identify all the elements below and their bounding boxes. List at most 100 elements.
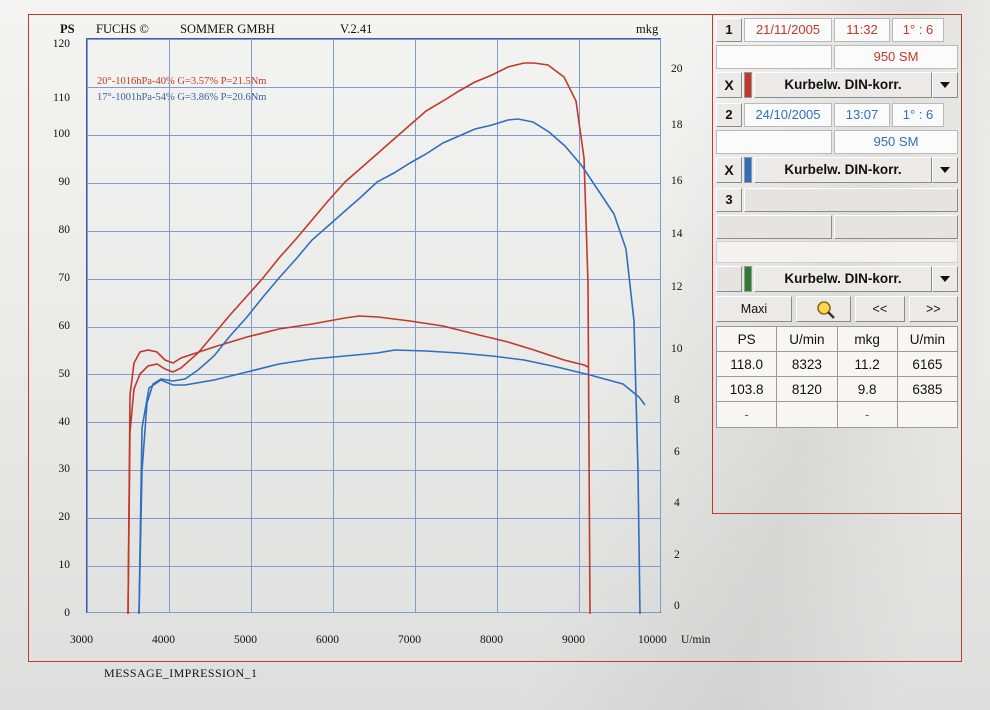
curve-run1-torque bbox=[127, 315, 589, 615]
table-row: 103.8 8120 9.8 6385 bbox=[717, 377, 957, 402]
brand-right: SOMMER GMBH bbox=[180, 22, 275, 36]
run3-mode-combo[interactable]: Kurbelw. DIN-korr. bbox=[716, 266, 958, 292]
results-table: PS U/min mkg U/min 118.0 8323 11.2 6165 … bbox=[716, 326, 958, 428]
annotation-run1: 20°-1016hPa-40% G=3.57% P=21.5Nm bbox=[97, 76, 267, 87]
x-tick-5000: 5000 bbox=[234, 634, 257, 646]
y-right-tick-8: 8 bbox=[674, 394, 680, 406]
zoom-button[interactable] bbox=[796, 296, 852, 322]
run1-mode-combo[interactable]: X Kurbelw. DIN-korr. bbox=[716, 72, 958, 98]
run2-mode-dropdown-arrow[interactable] bbox=[932, 157, 958, 183]
chart-caption: MESSAGE_IMPRESSION_1 bbox=[104, 666, 258, 680]
run1-mode-label[interactable]: Kurbelw. DIN-korr. bbox=[754, 72, 932, 98]
x-tick-9000: 9000 bbox=[562, 634, 585, 646]
run3-name-row bbox=[716, 215, 958, 239]
run3-mode-dropdown-arrow[interactable] bbox=[932, 266, 958, 292]
run2-time[interactable]: 13:07 bbox=[834, 103, 890, 127]
y-right-tick-10: 10 bbox=[671, 343, 683, 355]
y-axis-left-unit: PS bbox=[60, 22, 75, 36]
results-run2-mkg: 9.8 bbox=[837, 377, 898, 402]
run1-mode-dropdown-arrow[interactable] bbox=[932, 72, 958, 98]
run1-index[interactable]: 1 bbox=[716, 18, 742, 42]
y-left-tick-20: 20 bbox=[58, 511, 71, 523]
results-run1-ps-rpm: 8323 bbox=[777, 352, 838, 377]
y-left-tick-100: 100 bbox=[52, 128, 70, 140]
y-left-tick-40: 40 bbox=[58, 416, 71, 428]
y-right-tick-16: 16 bbox=[671, 175, 683, 187]
chevron-down-icon bbox=[940, 82, 950, 88]
run3-blank-field[interactable] bbox=[716, 215, 832, 239]
run1-color-swatch bbox=[744, 72, 752, 98]
run3-color-swatch bbox=[744, 266, 752, 292]
y-left-tick-120: 120 bbox=[52, 38, 70, 50]
results-header-mkg-rpm: U/min bbox=[897, 327, 957, 352]
dyno-chart-plot-area bbox=[86, 38, 661, 615]
run1-close-button[interactable]: X bbox=[716, 72, 742, 98]
x-tick-6000: 6000 bbox=[316, 634, 339, 646]
results-header-ps: PS bbox=[717, 327, 778, 352]
results-header-mkg: mkg bbox=[837, 327, 898, 352]
annotation-run2: 17°-1001hPa-54% G=3.86% P=20.6Nm bbox=[97, 92, 267, 103]
results-run3-ps-rpm bbox=[777, 402, 838, 427]
results-header-ps-rpm: U/min bbox=[777, 327, 838, 352]
run3-close-button[interactable] bbox=[716, 266, 742, 292]
run1-name[interactable]: 950 SM bbox=[834, 45, 958, 69]
results-run1-ps: 118.0 bbox=[717, 352, 778, 377]
run1-temp[interactable]: 1° : 6 bbox=[892, 18, 944, 42]
results-run1-mkg-rpm: 6165 bbox=[897, 352, 957, 377]
run2-close-button[interactable]: X bbox=[716, 157, 742, 183]
next-button[interactable]: >> bbox=[908, 296, 958, 322]
measurement-panel: 1 21/11/2005 11:32 1° : 6 950 SM X Kurbe… bbox=[712, 14, 962, 514]
run1-name-row: 950 SM bbox=[716, 45, 958, 69]
run2-mode-label[interactable]: Kurbelw. DIN-korr. bbox=[754, 157, 932, 183]
run2-blank-field[interactable] bbox=[716, 130, 832, 154]
prev-button[interactable]: << bbox=[855, 296, 905, 322]
results-run2-mkg-rpm: 6385 bbox=[897, 377, 957, 402]
brand-left: FUCHS © bbox=[96, 22, 149, 36]
y-right-tick-12: 12 bbox=[671, 281, 683, 293]
run2-index[interactable]: 2 bbox=[716, 103, 742, 127]
run1-time[interactable]: 11:32 bbox=[834, 18, 890, 42]
y-left-tick-90: 90 bbox=[58, 176, 71, 188]
run2-mode-combo[interactable]: X Kurbelw. DIN-korr. bbox=[716, 157, 958, 183]
results-run2-ps: 103.8 bbox=[717, 377, 778, 402]
run2-name[interactable]: 950 SM bbox=[834, 130, 958, 154]
run1-header-row: 1 21/11/2005 11:32 1° : 6 bbox=[716, 18, 958, 42]
y-right-tick-20: 20 bbox=[671, 63, 683, 75]
software-version: V.2.41 bbox=[340, 22, 373, 36]
run3-mode-label[interactable]: Kurbelw. DIN-korr. bbox=[754, 266, 932, 292]
x-tick-10000: 10000 bbox=[638, 634, 667, 646]
run1-blank-field[interactable] bbox=[716, 45, 832, 69]
run2-date[interactable]: 24/10/2005 bbox=[744, 103, 832, 127]
results-run2-ps-rpm: 8120 bbox=[777, 377, 838, 402]
maxi-button[interactable]: Maxi bbox=[716, 296, 792, 322]
magnifier-icon bbox=[817, 301, 835, 319]
run2-temp[interactable]: 1° : 6 bbox=[892, 103, 944, 127]
run3-date[interactable] bbox=[744, 188, 958, 212]
y-left-tick-70: 70 bbox=[58, 272, 71, 284]
y-left-tick-80: 80 bbox=[58, 224, 71, 236]
curve-run1-power bbox=[127, 62, 591, 615]
y-right-tick-18: 18 bbox=[671, 119, 683, 131]
y-left-tick-0: 0 bbox=[64, 607, 70, 619]
y-axis-right-unit: mkg bbox=[636, 22, 659, 36]
run1-date[interactable]: 21/11/2005 bbox=[744, 18, 832, 42]
results-run1-mkg: 11.2 bbox=[837, 352, 898, 377]
y-right-tick-6: 6 bbox=[674, 446, 680, 458]
y-right-tick-4: 4 bbox=[674, 497, 680, 509]
y-left-tick-110: 110 bbox=[53, 92, 70, 104]
x-tick-8000: 8000 bbox=[480, 634, 503, 646]
y-left-tick-10: 10 bbox=[58, 559, 71, 571]
run2-name-row: 950 SM bbox=[716, 130, 958, 154]
curve-run2-torque bbox=[138, 349, 646, 615]
chevron-down-icon bbox=[940, 276, 950, 282]
run3-index[interactable]: 3 bbox=[716, 188, 742, 212]
results-header-row: PS U/min mkg U/min bbox=[717, 327, 957, 352]
chevron-down-icon bbox=[940, 167, 950, 173]
run3-name[interactable] bbox=[834, 215, 958, 239]
run2-color-swatch bbox=[744, 157, 752, 183]
x-tick-3000: 3000 bbox=[70, 634, 93, 646]
curve-run2-power bbox=[138, 118, 641, 615]
y-left-tick-30: 30 bbox=[58, 463, 71, 475]
run3-header-row: 3 bbox=[716, 188, 958, 212]
toolbar-row: Maxi << >> bbox=[716, 296, 958, 322]
